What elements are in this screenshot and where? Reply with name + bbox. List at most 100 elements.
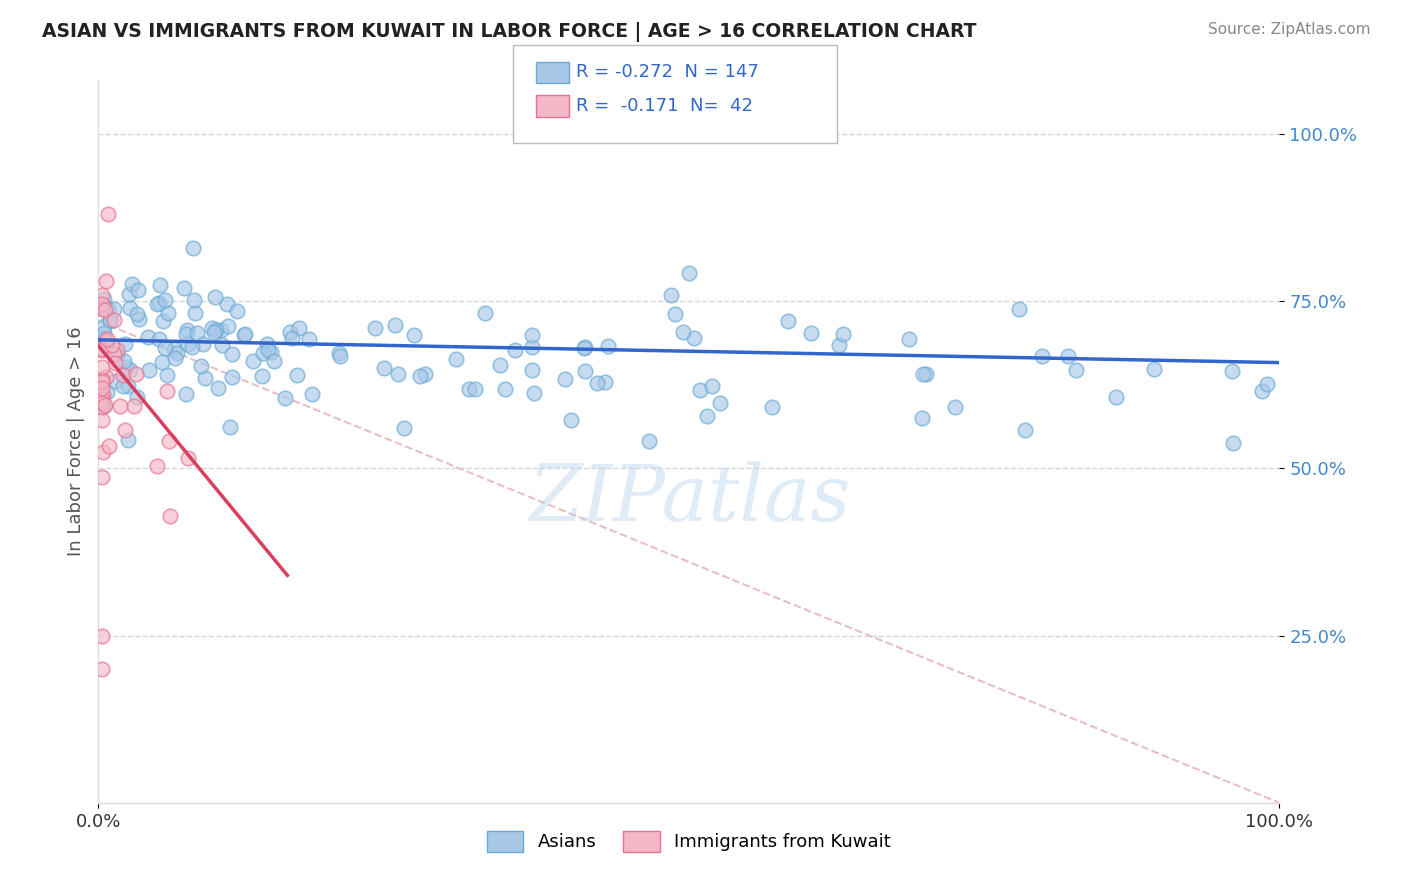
Point	[689, 383, 711, 397]
Y-axis label: In Labor Force | Age > 16: In Labor Force | Age > 16	[66, 326, 84, 557]
Point	[1256, 377, 1278, 392]
Point	[202, 325, 225, 339]
Point	[91, 372, 114, 386]
Point	[163, 343, 186, 357]
Point	[586, 376, 609, 391]
Point	[181, 241, 204, 255]
Point	[91, 392, 114, 407]
Point	[232, 328, 254, 343]
Point	[221, 347, 243, 361]
Point	[458, 382, 481, 396]
Point	[91, 396, 114, 410]
Point	[598, 339, 620, 353]
Point	[233, 326, 256, 341]
Point	[281, 330, 304, 344]
Point	[117, 433, 139, 447]
Point	[166, 346, 188, 360]
Point	[91, 297, 114, 311]
Point	[128, 311, 150, 326]
Point	[259, 345, 281, 359]
Point	[112, 353, 135, 368]
Point	[1222, 436, 1244, 450]
Point	[108, 399, 131, 413]
Point	[118, 287, 141, 301]
Point	[93, 318, 115, 333]
Point	[252, 345, 274, 359]
Point	[96, 332, 118, 346]
Point	[522, 328, 544, 343]
Point	[91, 444, 114, 458]
Point	[91, 628, 114, 642]
Point	[177, 336, 200, 351]
Point	[183, 305, 205, 319]
Point	[156, 306, 179, 320]
Point	[274, 391, 297, 405]
Point	[205, 324, 228, 338]
Point	[201, 320, 224, 334]
Point	[828, 338, 851, 352]
Point	[148, 332, 170, 346]
Point	[194, 371, 217, 385]
Point	[105, 347, 128, 361]
Point	[574, 341, 596, 355]
Legend: Asians, Immigrants from Kuwait: Asians, Immigrants from Kuwait	[479, 823, 898, 859]
Point	[364, 321, 387, 335]
Point	[638, 434, 661, 448]
Point	[157, 434, 180, 448]
Point	[176, 323, 198, 337]
Point	[495, 382, 517, 396]
Point	[91, 412, 114, 426]
Point	[103, 302, 125, 317]
Point	[111, 368, 134, 382]
Point	[91, 342, 114, 356]
Point	[664, 307, 686, 321]
Point	[595, 375, 617, 389]
Point	[97, 207, 120, 221]
Point	[285, 368, 308, 383]
Text: ASIAN VS IMMIGRANTS FROM KUWAIT IN LABOR FORCE | AGE > 16 CORRELATION CHART: ASIAN VS IMMIGRANTS FROM KUWAIT IN LABOR…	[42, 22, 977, 42]
Point	[93, 326, 115, 340]
Point	[242, 354, 264, 368]
Point	[121, 277, 143, 292]
Point	[146, 459, 169, 474]
Point	[93, 399, 115, 413]
Point	[207, 381, 229, 395]
Point	[384, 318, 406, 333]
Point	[1056, 349, 1078, 363]
Point	[94, 370, 117, 384]
Point	[173, 281, 195, 295]
Point	[91, 359, 114, 374]
Point	[174, 387, 197, 401]
Point	[444, 351, 467, 366]
Point	[100, 313, 122, 327]
Point	[328, 346, 350, 360]
Point	[93, 333, 115, 347]
Point	[943, 401, 966, 415]
Point	[104, 374, 127, 388]
Point	[186, 326, 208, 340]
Point	[91, 662, 114, 676]
Point	[225, 304, 247, 318]
Point	[103, 347, 125, 361]
Point	[256, 336, 278, 351]
Point	[91, 302, 114, 317]
Point	[574, 364, 596, 378]
Point	[127, 283, 149, 297]
Point	[474, 306, 496, 320]
Point	[1014, 423, 1036, 437]
Point	[659, 287, 682, 301]
Point	[122, 399, 145, 413]
Point	[114, 359, 136, 374]
Point	[91, 343, 114, 357]
Point	[181, 340, 204, 354]
Point	[263, 353, 285, 368]
Point	[138, 363, 160, 377]
Point	[96, 274, 118, 288]
Point	[204, 290, 226, 304]
Point	[800, 326, 823, 340]
Point	[91, 287, 114, 301]
Point	[145, 297, 167, 311]
Point	[409, 368, 432, 383]
Point	[193, 337, 215, 351]
Text: R = -0.272  N = 147: R = -0.272 N = 147	[576, 63, 759, 81]
